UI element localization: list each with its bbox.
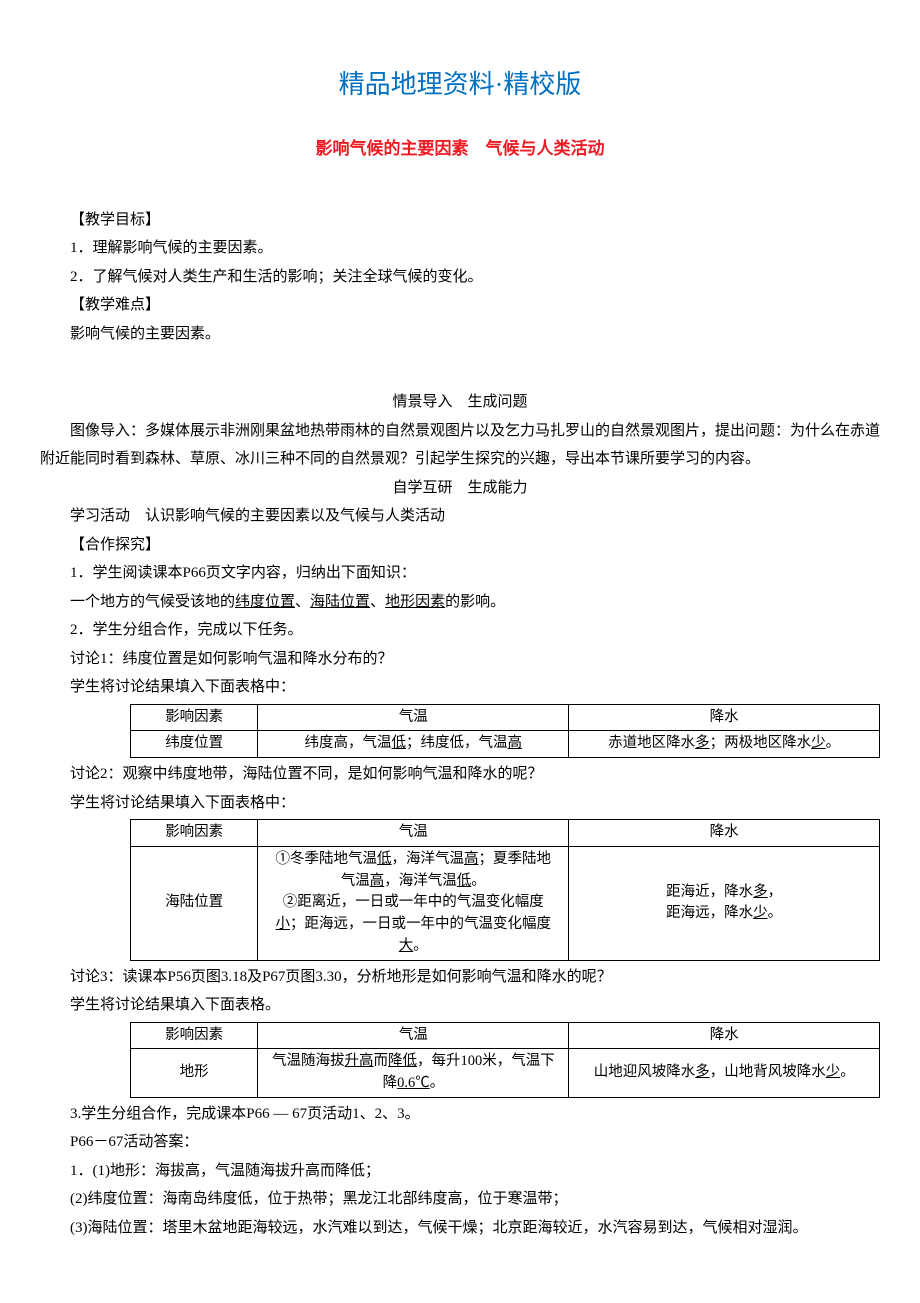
underline-text: 纬度位置 <box>235 594 295 610</box>
underline-text: 海陆位置 <box>310 594 370 610</box>
table-cell: 纬度高，气温低；纬度低，气温高 <box>258 731 569 758</box>
table-cell: ①冬季陆地气温低，海洋气温高；夏季陆地气温高，海洋气温低。 ②距离近，一日或一年… <box>258 846 569 960</box>
text: ，海洋气温 <box>384 873 457 889</box>
table-cell: 山地迎风坡降水多，山地背风坡降水少。 <box>569 1049 880 1098</box>
text: 距海近，降水 <box>666 884 753 900</box>
text: ；纬度低，气温 <box>406 735 508 751</box>
table-cell: 纬度位置 <box>131 731 258 758</box>
underline-text: 高 <box>508 735 523 751</box>
table-2: 影响因素 气温 降水 海陆位置 ①冬季陆地气温低，海洋气温高；夏季陆地气温高，海… <box>130 819 880 961</box>
discussion-1: 讨论1：纬度位置是如何影响气温和降水分布的？ <box>40 645 880 674</box>
text: 。 <box>768 905 783 921</box>
table-cell: 影响因素 <box>131 704 258 731</box>
difficulty-text: 影响气候的主要因素。 <box>40 320 880 349</box>
underline-text: 大 <box>399 938 414 954</box>
discussion-2-fill: 学生将讨论结果填入下面表格中： <box>40 789 880 818</box>
underline-text: 高 <box>464 851 479 867</box>
table-cell: 气温 <box>258 820 569 847</box>
text: 、 <box>370 594 385 610</box>
table-row: 影响因素 气温 降水 <box>131 704 880 731</box>
scene-heading: 情景导入 生成问题 <box>40 388 880 417</box>
table-cell: 赤道地区降水多；两极地区降水少。 <box>569 731 880 758</box>
table-row: 海陆位置 ①冬季陆地气温低，海洋气温高；夏季陆地气温高，海洋气温低。 ②距离近，… <box>131 846 880 960</box>
text: ，山地背风坡降水 <box>710 1064 826 1080</box>
underline-text: 多 <box>695 735 710 751</box>
point-1: 1．学生阅读课本P66页文字内容，归纳出下面知识： <box>40 559 880 588</box>
table-cell: 海陆位置 <box>131 846 258 960</box>
text: 而 <box>374 1053 389 1069</box>
sub-title: 影响气候的主要因素 气候与人类活动 <box>40 133 880 165</box>
underline-text: 少 <box>753 905 768 921</box>
objective-1: 1．理解影响气候的主要因素。 <box>40 234 880 263</box>
coop-heading: 【合作探究】 <box>40 531 880 560</box>
underline-text: 小 <box>276 916 291 932</box>
text: 距海远，降水 <box>666 905 753 921</box>
text: 的影响。 <box>445 594 505 610</box>
scene-para: 图像导入：多媒体展示非洲刚果盆地热带雨林的自然景观图片以及乞力马扎罗山的自然景观… <box>40 417 880 474</box>
text: ；距海远，一日或一年中的气温变化幅度 <box>290 916 551 932</box>
answer-1: 1．(1)地形：海拔高，气温随海拔升高而降低； <box>40 1157 880 1186</box>
text: ，海洋气温 <box>392 851 465 867</box>
underline-text: 0.6℃ <box>397 1075 430 1091</box>
text: 气温随海拔 <box>272 1053 345 1069</box>
text: 山地迎风坡降水 <box>594 1064 696 1080</box>
text: 一个地方的气候受该地的 <box>70 594 235 610</box>
table-row: 地形 气温随海拔升高而降低，每升100米，气温下降0.6℃。 山地迎风坡降水多，… <box>131 1049 880 1098</box>
underline-text: 升高 <box>345 1053 374 1069</box>
answer-2: (2)纬度位置：海南岛纬度低，位于热带；黑龙江北部纬度高，位于寒温带； <box>40 1185 880 1214</box>
text: 。 <box>430 1075 445 1091</box>
underline-text: 少 <box>811 735 826 751</box>
answer-3: (3)海陆位置：塔里木盆地距海较远，水汽难以到达，气候干燥；北京距海较近，水汽容… <box>40 1214 880 1243</box>
objectives-heading: 【教学目标】 <box>40 206 880 235</box>
discussion-1-fill: 学生将讨论结果填入下面表格中： <box>40 673 880 702</box>
discussion-2: 讨论2：观察中纬度地带，海陆位置不同，是如何影响气温和降水的呢？ <box>40 760 880 789</box>
main-title: 精品地理资料·精校版 <box>40 60 880 109</box>
table-cell: 气温 <box>258 1022 569 1049</box>
underline-text: 多 <box>695 1064 710 1080</box>
underline-text: 地形因素 <box>385 594 445 610</box>
text: 。 <box>826 735 841 751</box>
difficulty-heading: 【教学难点】 <box>40 291 880 320</box>
table-cell: 气温随海拔升高而降低，每升100米，气温下降0.6℃。 <box>258 1049 569 1098</box>
text: 。 <box>413 938 428 954</box>
point-2: 2．学生分组合作，完成以下任务。 <box>40 616 880 645</box>
table-cell: 距海近，降水多， 距海远，降水少。 <box>569 846 880 960</box>
table-row: 纬度位置 纬度高，气温低；纬度低，气温高 赤道地区降水多；两极地区降水少。 <box>131 731 880 758</box>
table-cell: 影响因素 <box>131 820 258 847</box>
underline-text: 高 <box>370 873 385 889</box>
text: 、 <box>295 594 310 610</box>
text: ②距离近，一日或一年中的气温变化幅度 <box>283 894 544 910</box>
point-3: 3.学生分组合作，完成课本P66 — 67页活动1、2、3。 <box>40 1100 880 1129</box>
underline-text: 低 <box>457 873 472 889</box>
table-cell: 地形 <box>131 1049 258 1098</box>
answers-heading: P66－67活动答案： <box>40 1128 880 1157</box>
table-cell: 降水 <box>569 704 880 731</box>
self-heading: 自学互研 生成能力 <box>40 474 880 503</box>
text: ， <box>768 884 783 900</box>
text: ①冬季陆地气温 <box>276 851 378 867</box>
underline-text: 降低 <box>388 1053 417 1069</box>
table-3: 影响因素 气温 降水 地形 气温随海拔升高而降低，每升100米，气温下降0.6℃… <box>130 1022 880 1098</box>
table-cell: 气温 <box>258 704 569 731</box>
point-1b: 一个地方的气候受该地的纬度位置、海陆位置、地形因素的影响。 <box>40 588 880 617</box>
text: 纬度高，气温 <box>305 735 392 751</box>
text: 。 <box>840 1064 855 1080</box>
table-1: 影响因素 气温 降水 纬度位置 纬度高，气温低；纬度低，气温高 赤道地区降水多；… <box>130 704 880 759</box>
text: 赤道地区降水 <box>608 735 695 751</box>
table-cell: 影响因素 <box>131 1022 258 1049</box>
underline-text: 低 <box>377 851 392 867</box>
text: 。 <box>471 873 486 889</box>
underline-text: 少 <box>826 1064 841 1080</box>
activity-line: 学习活动 认识影响气候的主要因素以及气候与人类活动 <box>40 502 880 531</box>
table-cell: 降水 <box>569 820 880 847</box>
text: ；两极地区降水 <box>710 735 812 751</box>
underline-text: 低 <box>392 735 407 751</box>
discussion-3-fill: 学生将讨论结果填入下面表格。 <box>40 991 880 1020</box>
table-cell: 降水 <box>569 1022 880 1049</box>
table-row: 影响因素 气温 降水 <box>131 1022 880 1049</box>
objective-2: 2．了解气候对人类生产和生活的影响；关注全球气候的变化。 <box>40 263 880 292</box>
discussion-3: 讨论3：读课本P56页图3.18及P67页图3.30，分析地形是如何影响气温和降… <box>40 963 880 992</box>
table-row: 影响因素 气温 降水 <box>131 820 880 847</box>
underline-text: 多 <box>753 884 768 900</box>
